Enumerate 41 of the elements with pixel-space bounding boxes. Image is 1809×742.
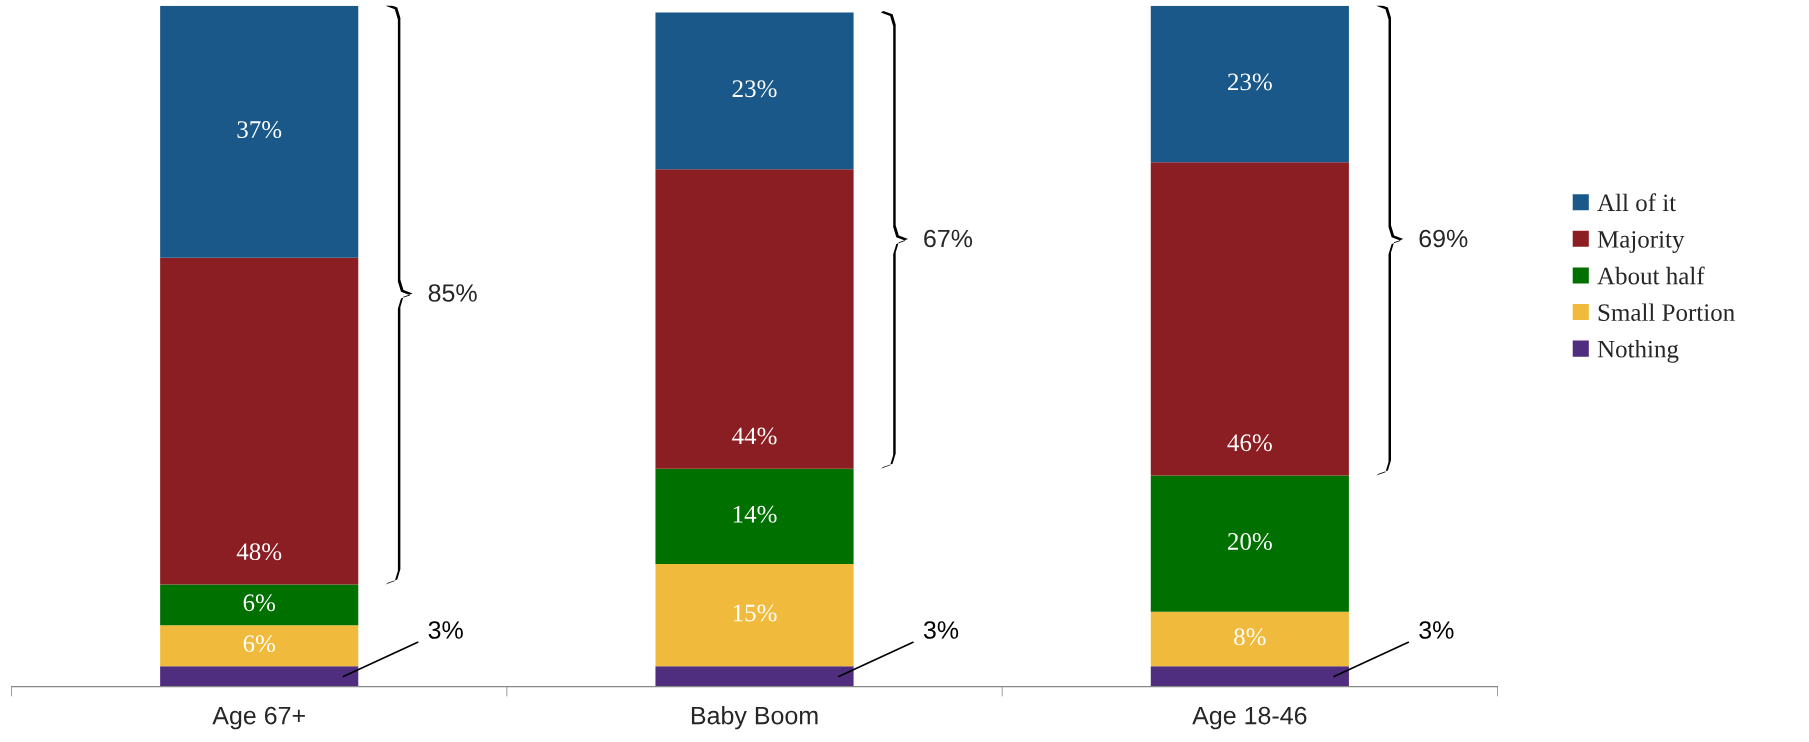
bar (655, 169, 854, 469)
annotation: 69% (1419, 229, 1468, 248)
data-label: 37% (237, 121, 282, 139)
bar (160, 5, 359, 258)
bar (1150, 611, 1349, 667)
bar (160, 584, 359, 626)
bar (1150, 475, 1349, 612)
data-label: 3% (428, 621, 463, 639)
data-label: 48% (236, 543, 282, 561)
x-tick-label: Age 67+ (212, 706, 305, 730)
x-tick-label: Baby Boom (691, 706, 818, 730)
data-label: 3% (923, 621, 959, 639)
annotation: 85% (428, 284, 477, 302)
legend-label: About half (1597, 266, 1705, 285)
bar (160, 257, 359, 585)
x-tick-label: Age 18-46 (1192, 706, 1307, 730)
bar (655, 12, 854, 170)
annotation: 67% (924, 229, 973, 248)
bar (1150, 5, 1349, 163)
data-label: 6% (243, 594, 276, 612)
data-label: 6% (243, 635, 276, 653)
bar (655, 468, 854, 565)
bar (160, 625, 359, 667)
legend-label: All of it (1597, 193, 1677, 212)
data-label: 8% (1234, 628, 1266, 646)
data-label: 3% (1419, 621, 1454, 639)
legend-label: Nothing (1597, 339, 1679, 363)
data-label: 23% (1228, 73, 1272, 91)
data-label: 15% (733, 604, 777, 622)
data-label: 20% (1228, 533, 1272, 550)
legend-label: Small Portion (1598, 303, 1735, 322)
legend-label: Majority (1597, 230, 1685, 253)
data-label: 46% (1227, 434, 1272, 452)
bar (1150, 162, 1349, 476)
data-label: 44% (732, 427, 777, 445)
data-label: 14% (733, 505, 777, 523)
data-label: 23% (732, 80, 777, 98)
bar (1150, 666, 1349, 687)
bar (655, 666, 854, 687)
bar (160, 666, 359, 687)
bar (655, 564, 854, 667)
